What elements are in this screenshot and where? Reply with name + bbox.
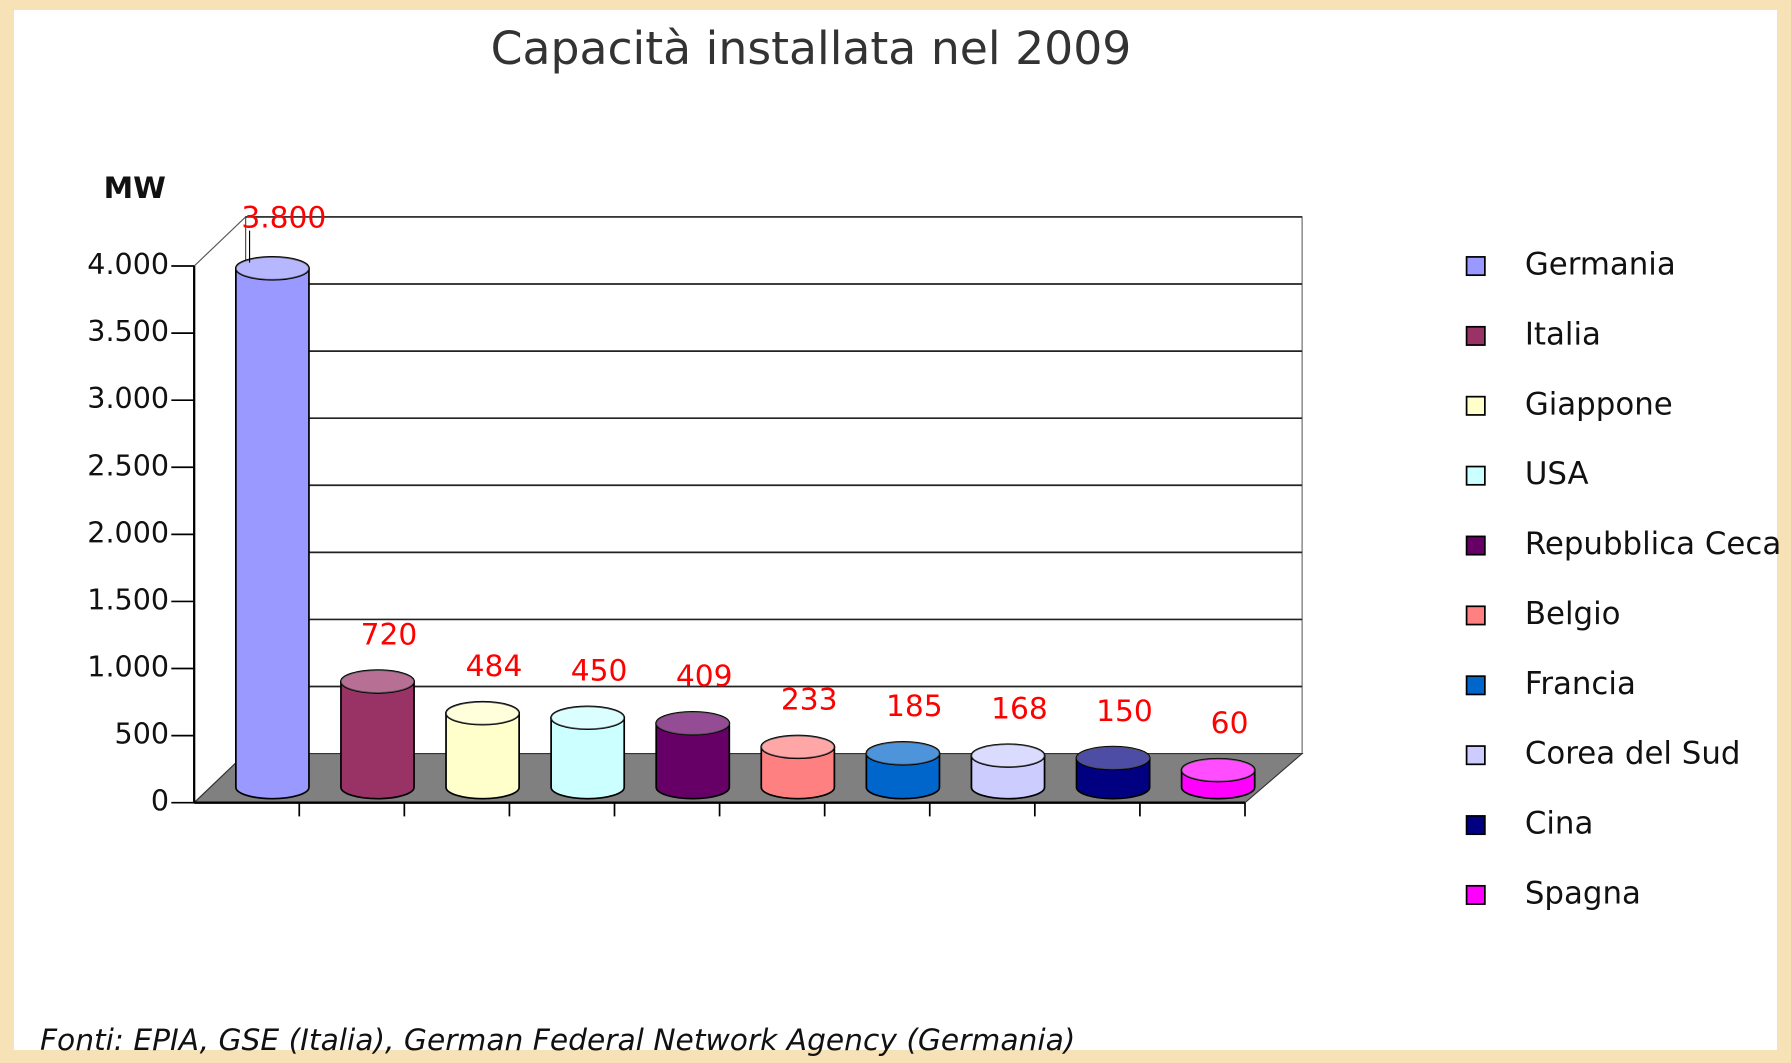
legend-swatch (1465, 884, 1486, 905)
legend-label: Giappone (1525, 386, 1673, 422)
value-label: 409 (676, 659, 733, 694)
bar-top (1075, 745, 1151, 771)
value-label: 450 (571, 654, 628, 689)
legend-label: Corea del Sud (1525, 736, 1741, 772)
bar-top-shine (866, 741, 940, 765)
bar-top (550, 705, 626, 731)
bar-top (1180, 757, 1256, 783)
y-tick-label: 3.500 (87, 314, 169, 348)
y-axis-label: MW (104, 171, 166, 206)
y-tick-label: 1.000 (87, 650, 169, 684)
bar-group (445, 700, 520, 800)
legend-swatch (1465, 815, 1486, 836)
bar-top-shine (971, 744, 1045, 768)
chart-title: Capacità installata nel 2009 (491, 22, 1132, 75)
bar (760, 746, 836, 800)
legend-label: Repubblica Ceca (1525, 526, 1781, 562)
value-label: 3.800 (241, 201, 326, 236)
value-label: 185 (886, 689, 943, 724)
bar-top (760, 734, 836, 760)
value-label: 720 (361, 617, 418, 652)
bar-group (1180, 757, 1256, 800)
bar (865, 752, 941, 800)
legend-swatch (1465, 256, 1486, 277)
legend-swatch (1465, 395, 1486, 416)
bar-top (970, 743, 1046, 768)
value-label: 484 (466, 649, 523, 684)
bar-group (760, 734, 836, 800)
bar-group (1075, 745, 1151, 800)
bar-top (445, 700, 520, 726)
y-tick-label: 2.000 (87, 515, 169, 549)
legend-swatch (1465, 745, 1486, 766)
y-tick-label: 3.000 (87, 381, 169, 415)
chart-body: Capacità installata nel 2009 MW Fonti: E… (40, 22, 1781, 1058)
bar (445, 712, 520, 800)
bar-top-shine (551, 706, 625, 730)
legend-label: Germania (1525, 247, 1676, 283)
bar-group (655, 710, 731, 800)
bar (655, 722, 731, 800)
bar-top (340, 669, 415, 694)
legend-label: Spagna (1525, 875, 1641, 911)
source-note: Fonti: EPIA, GSE (Italia), German Federa… (40, 1023, 1075, 1058)
value-label: 233 (781, 683, 838, 718)
bar-top-shine (656, 711, 730, 735)
bar-top-shine (340, 670, 415, 693)
bar-top (235, 256, 310, 281)
bar (235, 267, 310, 800)
bar-top-shine (235, 256, 309, 280)
bar-group (550, 705, 626, 800)
y-tick-label: 4.000 (87, 247, 169, 281)
bar (550, 716, 626, 800)
legend-swatch (1465, 675, 1486, 696)
bar-top-shine (1181, 758, 1255, 782)
bar-top-shine (761, 735, 835, 759)
legend-swatch (1465, 465, 1486, 486)
legend-label: Belgio (1525, 596, 1621, 632)
bar (340, 680, 415, 800)
bar-group (340, 669, 415, 800)
y-tick-label: 500 (115, 717, 170, 751)
value-label: 168 (991, 691, 1048, 726)
legend-swatch (1465, 325, 1486, 346)
y-tick-label: 2.500 (87, 448, 169, 482)
legend-label: Italia (1525, 316, 1601, 352)
y-tick-label: 0 (151, 784, 169, 818)
y-tick-label: 1.500 (87, 582, 169, 616)
bar-top (655, 710, 731, 736)
value-label: 150 (1096, 694, 1153, 729)
legend-swatch (1465, 605, 1486, 626)
bar-top-shine (1076, 746, 1150, 770)
bar-group (235, 256, 310, 800)
legend-label: USA (1525, 456, 1589, 492)
bar-group (970, 743, 1046, 800)
bar-top-shine (446, 701, 520, 725)
value-label: 60 (1211, 706, 1249, 741)
bar-top (865, 741, 941, 766)
legend-swatch (1465, 535, 1486, 556)
legend-label: Francia (1525, 666, 1636, 702)
bar-group (865, 741, 941, 800)
legend-label: Cina (1525, 806, 1594, 842)
